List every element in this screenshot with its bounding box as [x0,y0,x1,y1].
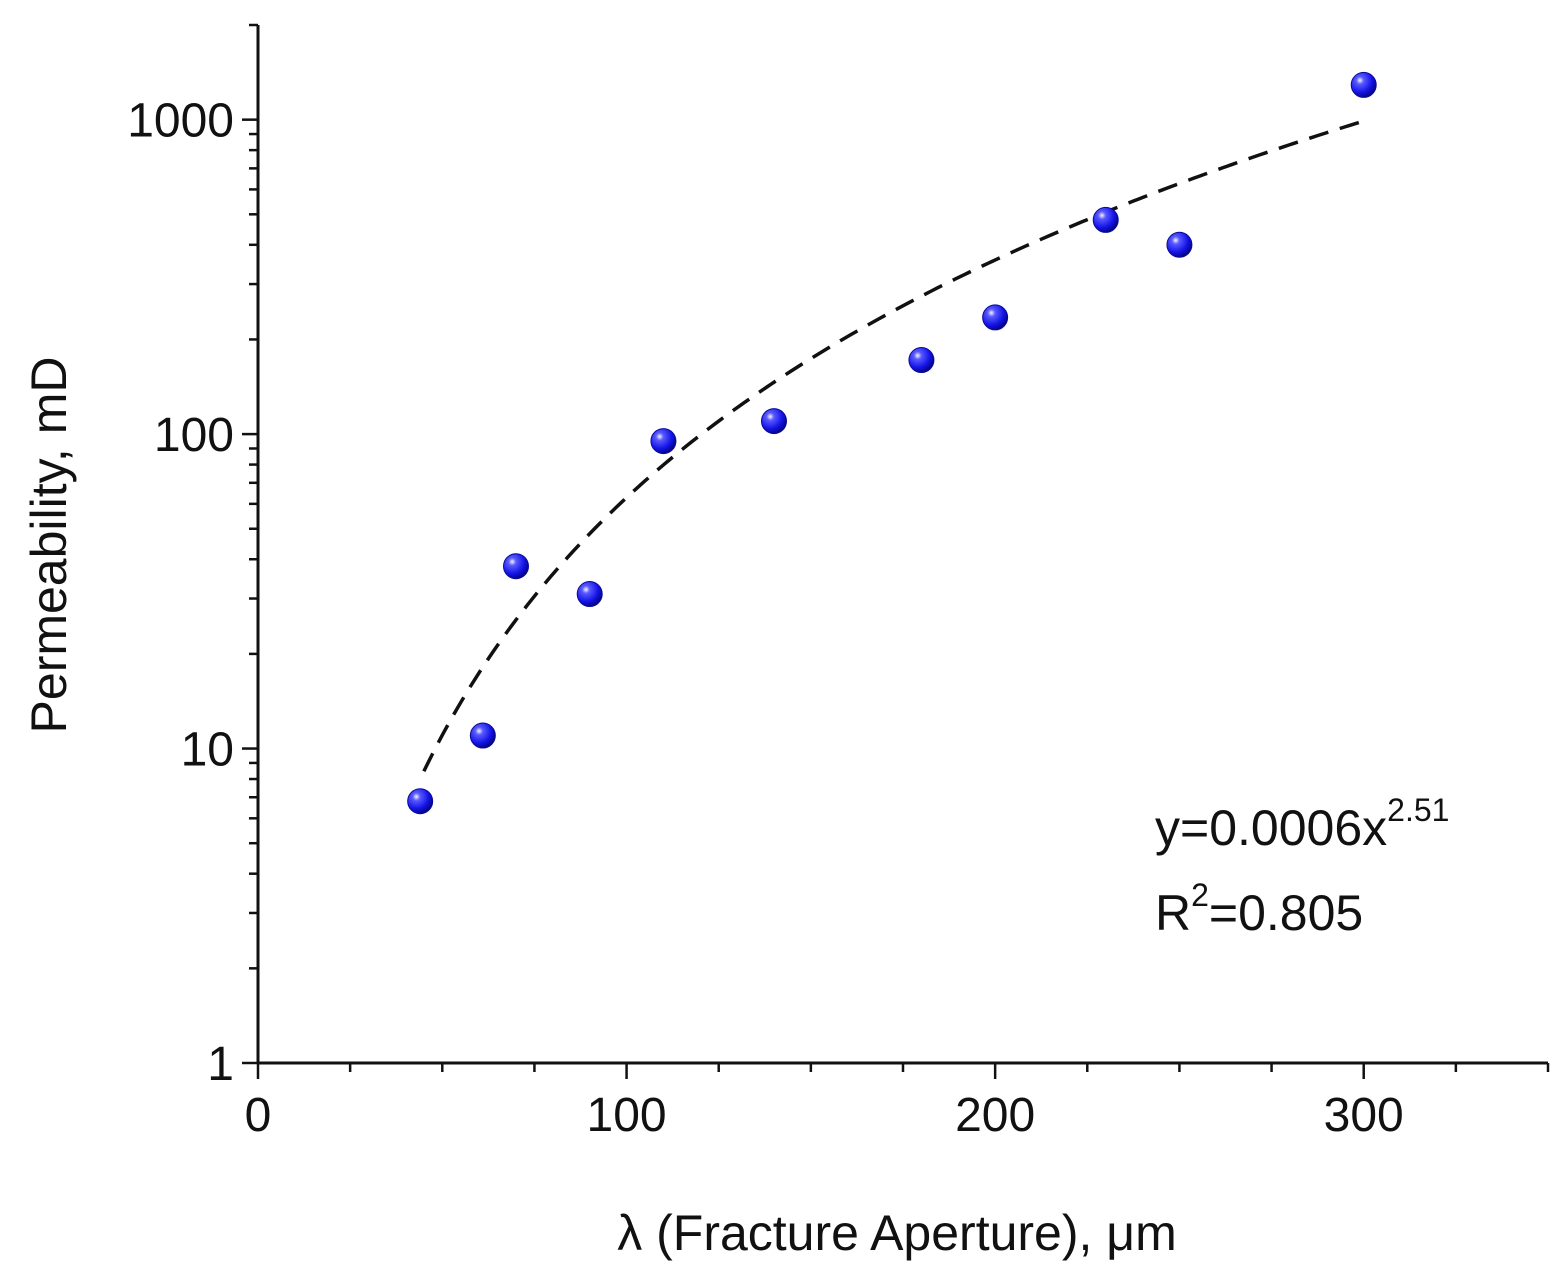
r-squared-sup: 2 [1191,877,1209,913]
ticks [242,23,1550,1079]
data-point [1092,206,1119,233]
y-tick-label: 1 [207,1038,234,1091]
x-tick-label: 200 [955,1089,1035,1142]
data-point [407,788,434,815]
y-axis-label: Permeability, mD [21,357,77,734]
data-point [576,581,603,608]
fit-equation-text: y=0.0006x [1155,800,1387,856]
fit-equation-annotation: y=0.0006x2.51 [1155,792,1449,856]
data-point [908,347,935,374]
x-axis-label: λ (Fracture Aperture), μm [617,1205,1177,1261]
x-tick-label: 0 [245,1089,272,1142]
x-tick-label: 100 [587,1089,667,1142]
data-point [503,553,529,580]
fit-line [422,119,1365,773]
r-squared-value: =0.805 [1209,885,1363,941]
data-point [1350,71,1377,98]
y-tick-label: 100 [154,409,234,462]
fit-equation-exponent: 2.51 [1387,792,1449,828]
r-squared-annotation: R2=0.805 [1155,877,1363,941]
y-tick-label: 1000 [127,95,234,148]
x-tick-label: 300 [1324,1089,1404,1142]
tick-labels: 0 100 200 300 1 10 100 1000 [127,95,1404,1142]
data-point [761,408,787,435]
y-tick-label: 10 [181,724,234,777]
r-squared-prefix: R [1155,885,1191,941]
data-point [982,304,1009,331]
data-point [1166,231,1193,258]
points-layer [407,71,1377,815]
data-point [650,428,677,455]
data-point [469,722,496,749]
fit-layer [422,119,1365,773]
